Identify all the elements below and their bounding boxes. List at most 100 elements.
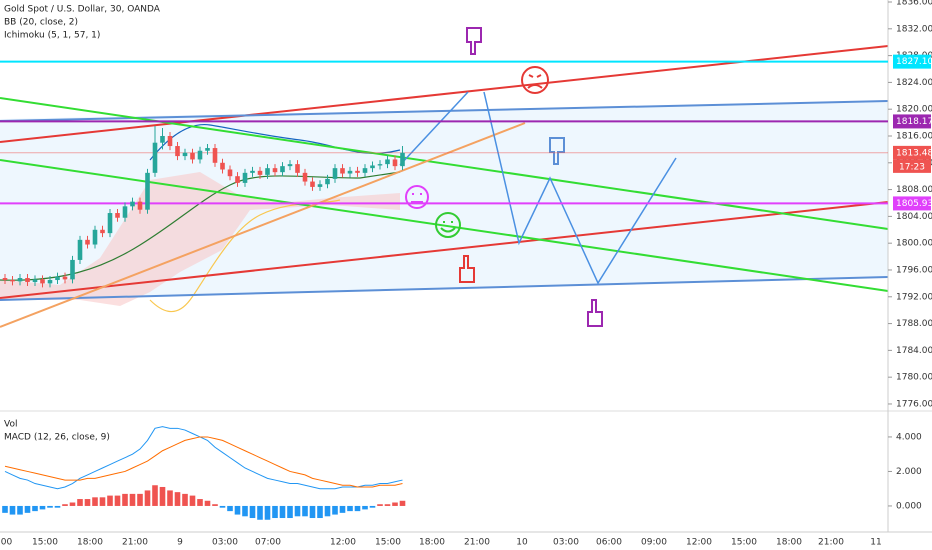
candle-body xyxy=(272,168,278,173)
y-tick-label: 2.000 xyxy=(896,467,922,477)
histogram-bar xyxy=(197,499,203,506)
candle-body xyxy=(265,168,270,175)
histogram-bar xyxy=(114,495,121,506)
price-badge xyxy=(893,145,931,160)
candle-body xyxy=(242,172,248,183)
bb-upper xyxy=(149,123,401,161)
candle-body xyxy=(122,206,128,218)
y-tick-label: 1776.000 xyxy=(896,399,932,409)
candle-body xyxy=(107,213,113,234)
candle-body xyxy=(62,276,68,280)
x-tick-label: 12:00 xyxy=(686,538,712,548)
trend-line xyxy=(0,276,889,301)
histogram-bar xyxy=(167,490,173,506)
candle-body xyxy=(32,279,38,283)
trend-line xyxy=(0,201,889,299)
candle-body xyxy=(280,166,285,173)
histogram-bar xyxy=(354,505,361,512)
candle-body xyxy=(355,170,360,173)
candle-body xyxy=(160,135,165,143)
histogram-bar xyxy=(317,505,323,519)
candle-body xyxy=(295,164,300,173)
candle-body xyxy=(250,170,255,173)
candle-body xyxy=(257,170,263,175)
histogram-bar xyxy=(17,505,23,515)
macd-line xyxy=(4,426,403,490)
histogram-bar xyxy=(39,505,46,510)
histogram-bar xyxy=(92,497,98,506)
histogram-bar xyxy=(77,499,83,506)
histogram-bar xyxy=(99,497,106,506)
candle-body xyxy=(182,152,188,157)
candle-body xyxy=(325,178,330,185)
candle-body xyxy=(92,229,98,245)
price-badge-label: 1827.101 xyxy=(896,57,932,67)
candle-body xyxy=(100,229,105,234)
trend-line xyxy=(0,122,526,328)
histogram-bar xyxy=(84,499,91,506)
candle-body xyxy=(115,213,120,218)
x-tick-label: 21:00 xyxy=(122,538,148,548)
price-badge-label: 1813.481 xyxy=(896,148,932,158)
histogram-bar xyxy=(137,493,143,506)
candle-body xyxy=(55,276,60,281)
trend-line xyxy=(0,100,889,122)
histogram-bar xyxy=(339,505,346,513)
candle-body xyxy=(70,259,75,280)
histogram-bar xyxy=(54,505,61,508)
histogram-bar xyxy=(257,505,263,520)
candle-body xyxy=(205,148,210,151)
candle-body xyxy=(17,278,23,282)
y-tick-label: 1804.000 xyxy=(896,212,932,222)
candle-body xyxy=(220,162,225,170)
histogram-bar xyxy=(32,505,38,512)
y-tick-label: 4.000 xyxy=(896,432,922,442)
candle-body xyxy=(235,176,240,183)
x-tick-label: 18:00 xyxy=(776,538,802,548)
emoji-icons xyxy=(405,27,603,327)
candle-body xyxy=(310,181,315,187)
indicator-label: Ichimoku (5, 1, 57, 1) xyxy=(4,31,100,41)
y-tick-label: 1820.000 xyxy=(896,105,932,115)
candle-body xyxy=(227,169,233,177)
x-tick-label: 10 xyxy=(516,538,528,548)
candle-body xyxy=(197,150,203,160)
candle-body xyxy=(10,280,15,282)
candle-body xyxy=(145,172,150,210)
histogram-bar xyxy=(69,502,76,506)
candle-body xyxy=(302,172,308,182)
candle-body xyxy=(175,146,180,157)
candle-body xyxy=(77,239,83,260)
candle-body xyxy=(347,170,353,174)
candle-body xyxy=(370,165,375,169)
x-tick-label: 06:00 xyxy=(596,538,622,548)
candle-body xyxy=(392,159,398,167)
histogram-bar xyxy=(287,505,293,519)
histogram-bar xyxy=(294,505,301,517)
histogram-bar xyxy=(174,492,181,506)
histogram-bar xyxy=(189,495,196,506)
candle-body xyxy=(212,148,218,163)
candle-body xyxy=(332,168,338,179)
histogram-bar xyxy=(122,493,128,506)
x-tick-label: 18:00 xyxy=(419,538,445,548)
candle-body xyxy=(40,279,45,284)
y-tick-label: 0.000 xyxy=(896,501,922,511)
histogram-bar xyxy=(227,505,233,512)
x-tick-label: 18:00 xyxy=(77,538,103,548)
x-tick-label: 15:00 xyxy=(32,538,58,548)
x-tick-label: 09:00 xyxy=(641,538,667,548)
histogram-bar xyxy=(234,505,241,515)
x-tick-label: 15:00 xyxy=(731,538,757,548)
histogram-bar xyxy=(9,505,16,515)
candle-body xyxy=(167,135,173,147)
y-tick-label: 1800.000 xyxy=(896,239,932,249)
histogram-bar xyxy=(264,505,271,520)
histogram-bar xyxy=(369,505,376,508)
price-badge xyxy=(893,196,931,211)
histogram-bar xyxy=(249,505,256,519)
x-tick-label: 21:00 xyxy=(464,538,490,548)
x-tick-label: 11 xyxy=(870,538,881,548)
y-tick-label: 1780.000 xyxy=(896,373,932,383)
